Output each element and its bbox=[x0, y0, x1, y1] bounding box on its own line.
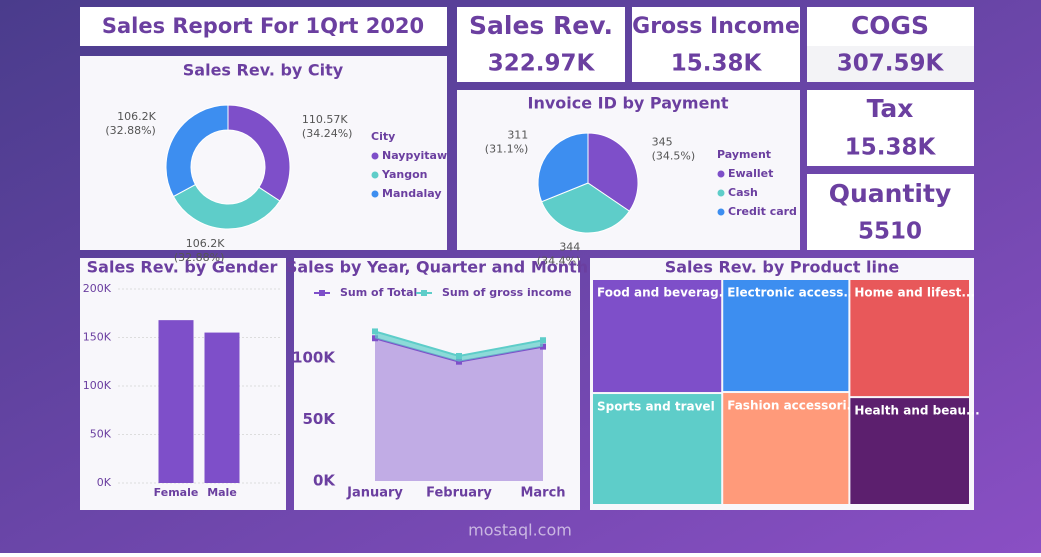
legend-label: Cash bbox=[728, 186, 758, 199]
bar bbox=[204, 332, 240, 483]
legend-marker bbox=[717, 170, 725, 178]
marker bbox=[372, 328, 378, 335]
y-tick-label: 200K bbox=[83, 282, 112, 295]
title-panel bbox=[80, 7, 447, 46]
card-band bbox=[807, 46, 974, 82]
percent-label: (34.5%) bbox=[652, 149, 696, 162]
legend-marker bbox=[371, 190, 379, 198]
slice bbox=[540, 182, 631, 234]
legend-label: Sum of Total bbox=[340, 286, 417, 299]
card-panel bbox=[807, 90, 974, 166]
legend-label: Ewallet bbox=[728, 167, 773, 180]
tile-label: Home and lifest... bbox=[854, 286, 975, 300]
tile-label: Electronic access... bbox=[727, 286, 857, 300]
x-tick-label: February bbox=[426, 486, 492, 501]
legend-marker bbox=[371, 171, 379, 179]
tile-label: Health and beau... bbox=[854, 404, 979, 418]
legend-label: Sum of gross income bbox=[442, 286, 572, 299]
card-value: 15.38K bbox=[671, 51, 763, 77]
watermark: mostaql.com bbox=[468, 521, 572, 540]
data-label: 106.2K bbox=[186, 237, 225, 250]
card-value: 322.97K bbox=[488, 51, 596, 77]
bar bbox=[158, 320, 194, 483]
area bbox=[375, 338, 543, 481]
card-value: 15.38K bbox=[845, 135, 937, 161]
card-panel bbox=[457, 7, 625, 82]
data-label: 106.2K bbox=[117, 110, 156, 123]
legend-marker bbox=[319, 290, 325, 296]
y-tick-label: 50K bbox=[303, 410, 337, 428]
card-label: Sales Rev. bbox=[469, 11, 613, 40]
tile bbox=[850, 280, 969, 397]
y-tick-label: 0K bbox=[97, 476, 112, 489]
x-tick-label: Female bbox=[154, 486, 199, 499]
chart-title: Invoice ID by Payment bbox=[527, 94, 728, 113]
marker bbox=[456, 352, 462, 359]
data-label: 345 bbox=[652, 135, 673, 148]
marker bbox=[540, 337, 546, 344]
legend-title: City bbox=[371, 130, 395, 143]
card-panel bbox=[632, 7, 800, 82]
legend-marker bbox=[371, 152, 379, 160]
x-tick-label: March bbox=[520, 486, 565, 501]
y-tick-label: 150K bbox=[83, 331, 112, 344]
card-label: Quantity bbox=[829, 179, 952, 208]
data-label: 110.57K bbox=[302, 113, 348, 126]
chart-title: Sales Rev. by City bbox=[183, 61, 344, 80]
card-label: Tax bbox=[867, 94, 914, 123]
percent-label: (34.24%) bbox=[302, 127, 353, 140]
tile-label: Food and beverag... bbox=[597, 286, 732, 300]
slice bbox=[165, 104, 229, 198]
legend-label: Credit card bbox=[728, 205, 797, 218]
legend-marker bbox=[717, 189, 725, 197]
legend-label: Yangon bbox=[381, 168, 427, 181]
tile bbox=[850, 398, 969, 504]
chart-title: Sales Rev. by Product line bbox=[665, 258, 900, 277]
slice bbox=[587, 132, 639, 212]
percent-label: (32.88%) bbox=[174, 251, 225, 264]
card-label: COGS bbox=[851, 11, 929, 40]
legend-marker bbox=[717, 208, 725, 216]
tile bbox=[593, 394, 722, 504]
chart-panel bbox=[294, 258, 580, 510]
percent-label: (31.1%) bbox=[485, 143, 529, 156]
legend-title: Payment bbox=[717, 148, 771, 161]
y-tick-label: 50K bbox=[90, 428, 112, 441]
tile bbox=[723, 393, 849, 504]
card-value: 307.59K bbox=[837, 51, 945, 77]
tile bbox=[723, 280, 849, 392]
slice bbox=[537, 132, 589, 203]
x-tick-label: January bbox=[346, 486, 403, 501]
y-tick-label: 0K bbox=[313, 472, 336, 490]
card-label: Gross Income bbox=[632, 14, 800, 39]
chart-title: Sales by Year, Quarter and Month bbox=[286, 258, 588, 277]
tile bbox=[593, 280, 722, 393]
area bbox=[375, 331, 543, 362]
legend-label: Mandalay bbox=[382, 187, 442, 200]
report-title: Sales Report For 1Qrt 2020 bbox=[102, 14, 424, 38]
chart-title: Sales Rev. by Gender bbox=[87, 258, 278, 277]
card-panel bbox=[807, 174, 974, 250]
percent-label: (34.4%) bbox=[537, 255, 581, 268]
slice bbox=[227, 104, 291, 202]
y-tick-label: 100K bbox=[292, 349, 336, 367]
legend-marker bbox=[421, 290, 427, 296]
tile-label: Fashion accessori... bbox=[727, 399, 860, 413]
tile-label: Sports and travel bbox=[597, 400, 715, 414]
data-label: 311 bbox=[507, 129, 528, 142]
x-tick-label: Male bbox=[207, 486, 237, 499]
percent-label: (32.88%) bbox=[105, 124, 156, 137]
data-label: 344 bbox=[559, 241, 580, 254]
card-value: 5510 bbox=[858, 219, 922, 245]
y-tick-label: 100K bbox=[83, 379, 112, 392]
legend-label: Naypyitaw bbox=[382, 149, 447, 162]
